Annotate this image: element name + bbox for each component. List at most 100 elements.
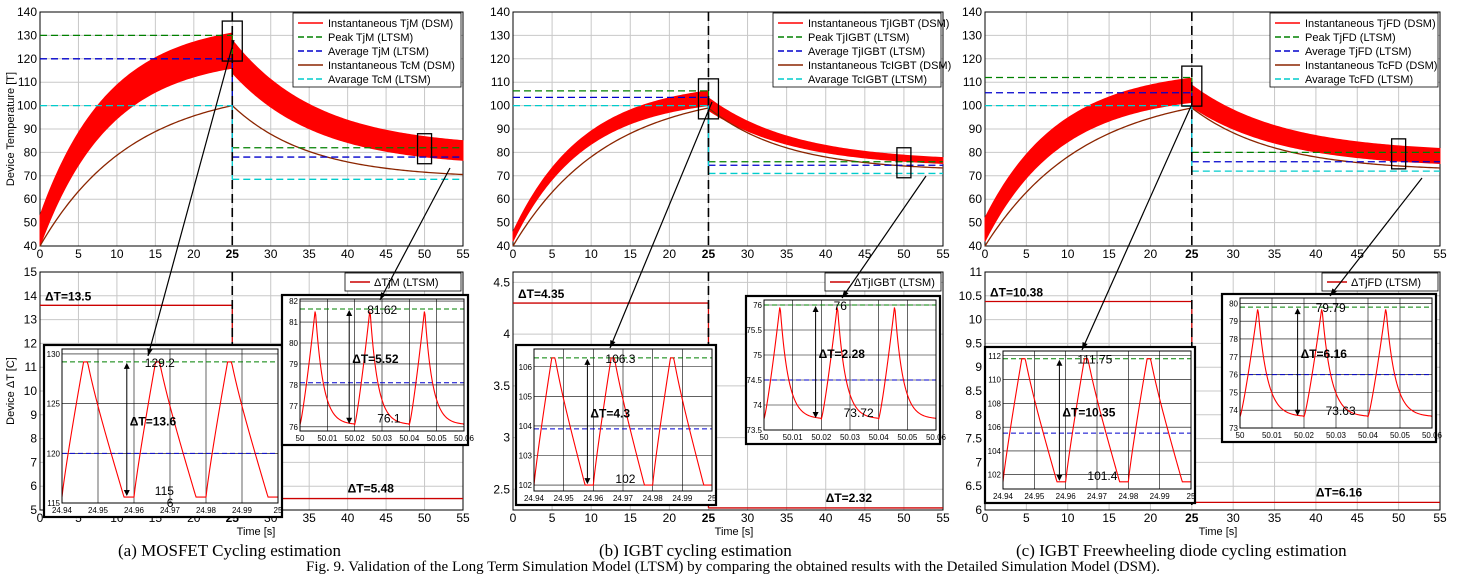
x-axis-title: Time [s] [1199,526,1238,538]
inset-y-tick-label: 108 [988,399,1002,408]
inset-x-tick-label: 24.97 [160,506,181,515]
inset-plot-frame [61,348,279,504]
y-tick-label: 12 [24,336,38,350]
inset-x-tick-label: 50.05 [897,433,918,442]
y-tick-label: 2.5 [493,482,510,496]
zoom-box-heat [1181,65,1203,107]
x-tick-label: 20 [663,247,677,261]
x-tick-label: 45 [379,511,393,525]
inset-y-tick-label: 80 [1229,299,1238,308]
x-tick-label: 20 [1144,247,1158,261]
inset-x-tick-label: 50.02 [811,433,832,442]
x-tick-label: 5 [1023,511,1030,525]
inset-min-label: 76.1 [377,412,401,426]
inset-x-tick-label: 50.01 [1262,431,1283,440]
inset-delta-label: ΔT=5.52 [352,352,399,366]
inset-y-tick-label: 103 [519,452,533,461]
delta-t-label-cooling: ΔT=2.32 [826,491,873,505]
x-tick-label: 35 [303,247,317,261]
connector-arrow [1329,177,1423,297]
x-tick-label: 0 [37,247,44,261]
inset-delta-label: ΔT=13.6 [130,414,177,428]
legend-box [292,12,462,88]
x-tick-label: 50 [897,511,911,525]
inset-plot-frame [1002,350,1192,490]
y-tick-label: 80 [24,145,38,159]
inset-y-tick-label: 79 [1229,317,1238,326]
legend-label: Instantaneous TjIGBT (DSM) [808,18,949,30]
legend-label: ΔTjIGBT (LTSM) [854,277,935,289]
x-tick-label: 35 [780,247,794,261]
inset-x-tick-label: 24.95 [554,494,575,503]
inset-waveform [763,307,937,421]
y-tick-label: 70 [969,169,983,183]
x-tick-label: 35 [780,511,794,525]
inset-x-tick-label: 24.97 [613,494,634,503]
y-tick-label: 40 [24,239,38,253]
inset-y-tick-label: 106 [519,363,533,372]
inset-waveform [61,361,278,498]
inset-min-label: 115 [155,484,174,498]
legend-label: ΔTjFD (LTSM) [1351,277,1421,289]
connector-arrow [1081,103,1193,351]
inset-x-tick-label: 24.94 [993,492,1014,501]
y-tick-label: 3 [503,431,510,445]
instantaneous-tj-cooling-band [1191,84,1441,164]
top-plot-b: 0 5 10 15 20 25 30 35 40 45 50 55 40 50 60 70 80 90 100 110… [490,5,951,261]
x-tick-label: 50 [418,247,432,261]
top-y-axis-title: Device Temperature [T] [5,72,17,186]
inset-waveform [1239,309,1433,418]
legend-label: Average TjIGBT (LTSM) [808,46,925,58]
inset-min-label: 6 [167,496,174,510]
x-tick-label: 0 [510,247,517,261]
x-tick-label: 35 [1268,247,1282,261]
y-tick-label: 140 [962,5,982,19]
y-tick-label: 6 [30,479,37,493]
inset-y-tick-label: 102 [988,471,1002,480]
inset-x-tick-label: 50.05 [1390,431,1411,440]
inset-x-tick-label: 50.03 [1326,431,1347,440]
y-tick-label: 60 [969,192,983,206]
inset-plot-frame [763,299,937,431]
inset-x-tick-label: 24.94 [52,506,73,515]
legend-label: Avarage TcIGBT (LTSM) [808,74,927,86]
top-plot-c: 0 5 10 15 20 25 30 35 40 45 50 55 40 50 60 70 80 90 100 110… [962,5,1447,261]
y-tick-label: 100 [490,99,510,113]
inset-x-tick-label: 50.06 [1422,431,1443,440]
instantaneous-tc-curve [512,107,944,247]
inset-y-tick-label: 115 [47,499,60,508]
x-tick-label: 5 [549,511,556,525]
x-tick-label: 30 [1227,247,1241,261]
legend-label: Instantaneous TjM (DSM) [328,18,453,30]
x-tick-label: 5 [549,247,556,261]
x-tick-label: 0 [982,511,989,525]
legend-label: Avarage TcFD (LTSM) [1305,74,1413,86]
legend-label: Instantaneous TcIGBT (DSM) [808,60,951,72]
y-tick-label: 130 [17,28,37,42]
y-tick-label: 11 [970,265,983,279]
inset-arrowhead-up [812,306,819,312]
y-tick-label: 130 [962,28,982,42]
x-tick-label: 10 [585,511,599,525]
plot-frame [512,271,944,511]
x-tick-label: 10 [1061,247,1075,261]
x-tick-label: 45 [858,247,872,261]
x-tick-label: 15 [624,511,638,525]
y-tick-label: 40 [497,239,511,253]
y-tick-label: 90 [24,122,38,136]
legend: Instantaneous TjIGBT (DSM) Peak TjIGBT (L… [772,12,951,88]
legend-box [344,272,462,292]
inset-min-label: 101.4 [1087,469,1117,483]
x-tick-label: 5 [75,247,82,261]
x-tick-label: 55 [456,247,470,261]
inset-y-tick-label: 75.5 [746,326,762,335]
top-plot-a: 0 5 10 15 20 25 30 35 40 45 50 55 40 50 60 70 80 90 100 110… [17,5,470,261]
inset-y-tick-label: 120 [47,449,61,458]
inset-x-tick-label: 25 [1187,492,1196,501]
y-tick-label: 10 [969,313,983,327]
x-tick-label: 45 [1351,247,1365,261]
y-tick-label: 8 [30,432,37,446]
y-tick-label: 50 [24,216,38,230]
delta-t-label-cooling: ΔT=6.16 [1316,485,1363,499]
y-tick-label: 70 [24,169,38,183]
